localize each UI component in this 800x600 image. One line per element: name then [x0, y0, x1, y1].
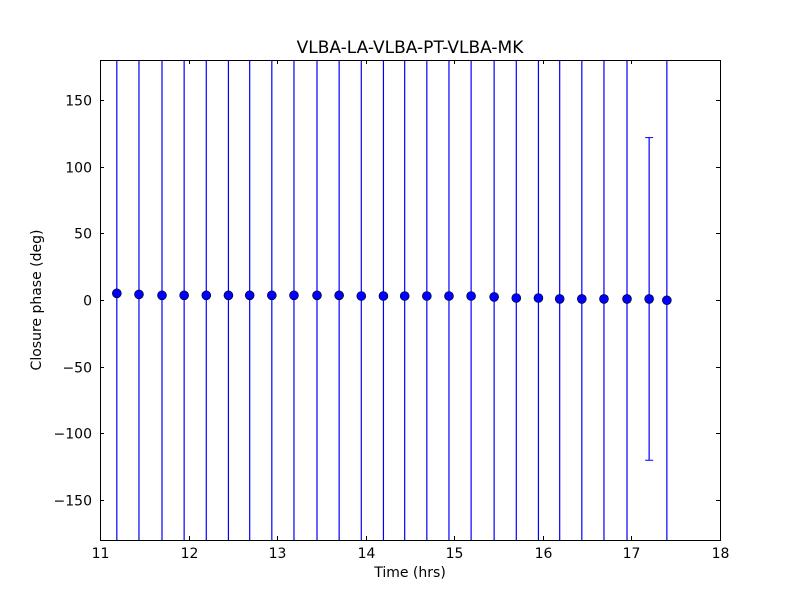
data-point	[577, 294, 587, 304]
data-point	[267, 290, 277, 301]
data-point	[489, 292, 499, 302]
y-tick-label: 50	[74, 227, 92, 243]
chart-title: VLBA-LA-VLBA-PT-VLBA-MK	[297, 38, 525, 58]
data-point	[378, 291, 389, 301]
data-point	[511, 293, 522, 303]
y-tick-label: 0	[83, 294, 92, 310]
data-point	[399, 291, 410, 301]
y-tick-label: −50	[62, 361, 92, 377]
y-tick-label: −150	[54, 494, 92, 510]
data-point	[422, 291, 432, 301]
x-tick-label: 13	[269, 546, 287, 562]
data-point	[244, 290, 255, 301]
x-tick-label: 14	[358, 546, 376, 562]
x-tick-label: 11	[92, 546, 110, 562]
plot-frame	[100, 60, 721, 541]
data-point	[312, 290, 322, 301]
data-point	[533, 293, 544, 303]
data-point	[157, 290, 167, 301]
x-tick-label: 12	[181, 546, 199, 562]
data-point	[662, 295, 672, 306]
y-tick-label: −100	[54, 427, 92, 443]
x-tick-label: 17	[623, 546, 641, 562]
data-point	[356, 291, 367, 301]
data-series	[112, 60, 672, 540]
data-point	[179, 290, 189, 301]
data-point	[554, 294, 565, 304]
x-tick-label: 15	[446, 546, 464, 562]
data-point	[599, 294, 609, 304]
data-point	[622, 294, 632, 304]
x-tick-label: 16	[535, 546, 553, 562]
data-point	[223, 290, 234, 301]
data-point	[334, 290, 344, 301]
data-point	[466, 291, 476, 301]
data-point	[201, 290, 212, 301]
data-point	[112, 288, 122, 299]
x-axis-label: Time (hrs)	[373, 565, 446, 581]
x-tick-label: 18	[712, 546, 730, 562]
y-tick-label: 100	[65, 161, 92, 177]
y-axis-label: Closure phase (deg)	[29, 230, 45, 371]
data-point	[444, 291, 454, 301]
data-point	[644, 294, 654, 304]
data-point	[134, 289, 144, 300]
data-point	[289, 290, 299, 301]
y-tick-label: 150	[65, 94, 92, 110]
